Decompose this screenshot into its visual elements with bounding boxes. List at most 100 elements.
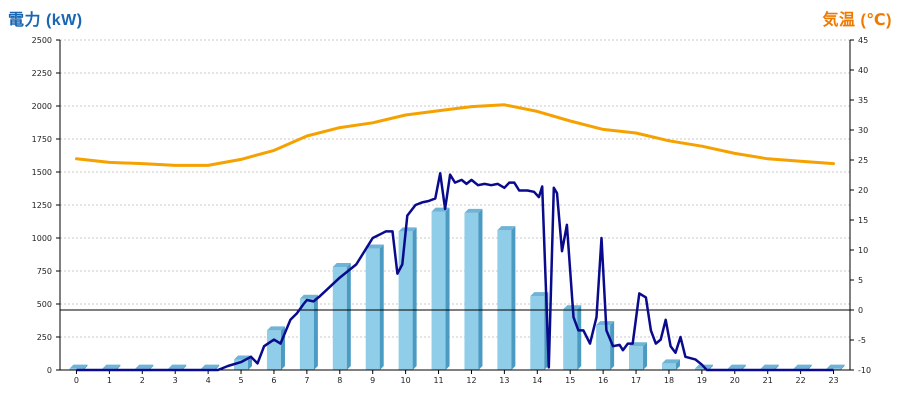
right-tick-label: -5 <box>858 336 866 345</box>
left-tick-label: 2000 <box>32 102 52 111</box>
bar-top <box>332 263 351 268</box>
bar-front <box>596 325 611 370</box>
left-tick-label: 500 <box>37 300 52 309</box>
bar-top <box>266 326 285 331</box>
left-tick-label: 1750 <box>32 135 52 144</box>
x-tick-label: 18 <box>664 376 674 385</box>
bar-side <box>478 208 483 370</box>
bar <box>629 342 648 370</box>
x-tick-label: 23 <box>828 376 838 385</box>
bar-front <box>332 267 347 370</box>
x-tick-label: 0 <box>74 376 79 385</box>
left-axis-ticks: 0 250 500 750 1000 1250 1500 1750 2000 2250 2500 <box>32 36 60 375</box>
bar-top <box>398 227 417 232</box>
bar-top <box>69 364 88 369</box>
x-tick-label: 15 <box>565 376 575 385</box>
left-tick-label: 2250 <box>32 69 52 78</box>
bar-front <box>69 368 84 370</box>
gridlines <box>60 39 850 338</box>
x-axis-ticks: 0 1 2 3 4 5 6 7 8 9 10 11 12 13 14 15 16 17 18 19 20 21 22 23 <box>74 370 839 385</box>
bar-side <box>643 342 648 370</box>
bar <box>365 244 384 370</box>
left-tick-label: 1500 <box>32 168 52 177</box>
right-tick-label: 45 <box>858 36 868 45</box>
right-tick-label: 35 <box>858 96 868 105</box>
x-tick-label: 10 <box>401 376 411 385</box>
bar <box>431 207 450 370</box>
bar-top <box>661 359 680 364</box>
power-line <box>76 172 834 372</box>
bar-front <box>398 231 413 370</box>
bar-side <box>346 263 351 370</box>
bar-series <box>69 207 845 370</box>
x-tick-label: 17 <box>631 376 641 385</box>
bar <box>299 294 318 370</box>
bar-side <box>708 364 713 370</box>
x-tick-label: 16 <box>598 376 608 385</box>
bar-top <box>760 364 779 369</box>
x-tick-label: 2 <box>140 376 145 385</box>
bar-side <box>741 364 746 370</box>
left-tick-label: 2500 <box>32 36 52 45</box>
bar <box>464 208 483 370</box>
x-tick-label: 21 <box>763 376 773 385</box>
x-tick-label: 9 <box>370 376 375 385</box>
left-tick-label: 750 <box>37 267 52 276</box>
bar <box>398 227 417 370</box>
temperature-line <box>75 103 835 167</box>
right-tick-label: 10 <box>858 246 868 255</box>
bar-top <box>793 364 812 369</box>
x-tick-label: 6 <box>271 376 276 385</box>
bar-top <box>727 364 746 369</box>
right-tick-label: 20 <box>858 186 868 195</box>
right-tick-label: 15 <box>858 216 868 225</box>
x-tick-label: 12 <box>466 376 476 385</box>
bar-front <box>464 212 479 370</box>
bar-front <box>530 296 545 370</box>
bar-side <box>149 364 154 370</box>
x-tick-label: 19 <box>697 376 707 385</box>
x-tick-label: 1 <box>107 376 112 385</box>
bar <box>563 305 582 370</box>
bar-front <box>694 368 709 370</box>
x-tick-label: 13 <box>499 376 509 385</box>
bar-side <box>840 364 845 370</box>
x-tick-label: 22 <box>796 376 806 385</box>
bar-side <box>577 305 582 370</box>
bar <box>266 326 285 370</box>
bar-top <box>168 364 187 369</box>
bar <box>826 364 845 370</box>
bar-side <box>807 364 812 370</box>
bar-side <box>215 364 220 370</box>
bar-front <box>431 211 446 370</box>
x-tick-label: 5 <box>238 376 243 385</box>
bar-top <box>135 364 154 369</box>
bar <box>332 263 351 370</box>
bar-front <box>826 368 841 370</box>
bar-front <box>234 359 249 370</box>
x-tick-label: 4 <box>206 376 211 385</box>
bar-side <box>83 364 88 370</box>
bar <box>69 364 88 370</box>
bar-side <box>116 364 121 370</box>
left-tick-label: 250 <box>37 333 52 342</box>
x-tick-label: 3 <box>173 376 178 385</box>
bar-top <box>102 364 121 369</box>
bar-top <box>299 294 318 299</box>
bar-front <box>563 309 578 370</box>
bar-front <box>497 230 512 370</box>
left-axis-title: 電力 (kW) <box>8 12 83 29</box>
right-tick-label: 0 <box>858 306 863 315</box>
bar <box>497 226 516 370</box>
bar-side <box>511 226 516 370</box>
bar-top <box>464 208 483 213</box>
right-tick-label: 5 <box>858 276 863 285</box>
bar-top <box>365 244 384 249</box>
x-tick-label: 14 <box>532 376 542 385</box>
left-tick-label: 1250 <box>32 201 52 210</box>
x-tick-label: 8 <box>337 376 342 385</box>
x-tick-label: 20 <box>730 376 740 385</box>
bar-side <box>182 364 187 370</box>
